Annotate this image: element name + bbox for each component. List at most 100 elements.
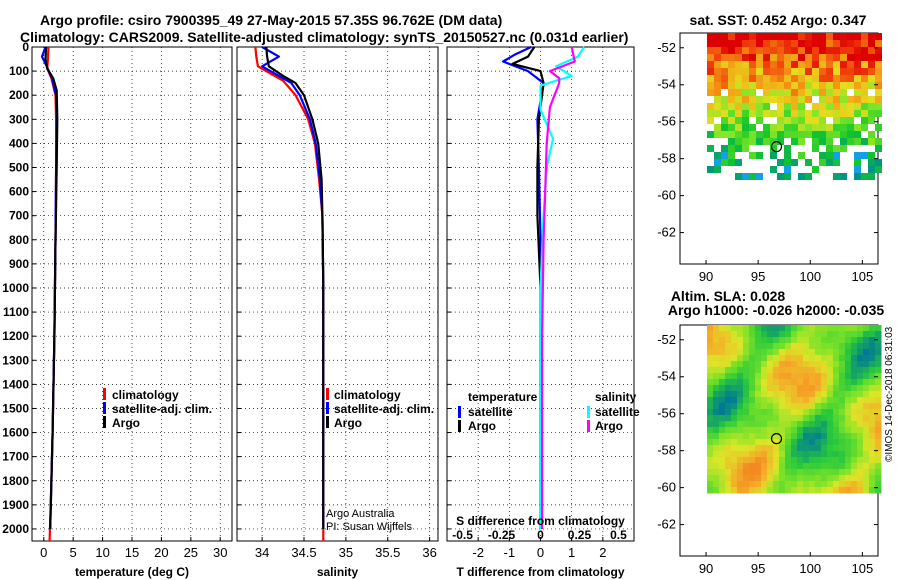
sla-cell: [833, 433, 840, 440]
sla-cell: [827, 445, 834, 452]
temperature-ytick-label: 400: [9, 136, 29, 150]
sla-cell: [785, 355, 792, 362]
sla-cell: [851, 415, 858, 422]
sst-cell: [826, 75, 833, 82]
temperature-ytick-label: 1700: [2, 450, 29, 464]
sla-cell: [845, 367, 852, 374]
sst-cell: [868, 33, 875, 40]
sst-cell: [777, 89, 784, 96]
sla-cell: [779, 409, 786, 416]
sst-cell: [714, 82, 721, 89]
sla-cell: [815, 379, 822, 386]
sla-cell: [863, 325, 870, 332]
sla-cell: [863, 403, 870, 410]
sst-cell: [826, 54, 833, 61]
sla-cell: [785, 481, 792, 488]
sla-cell: [755, 397, 762, 404]
sla-cell: [869, 385, 876, 392]
sla-cell: [869, 361, 876, 368]
sst-cell: [833, 103, 840, 110]
sla-cell: [869, 391, 876, 398]
sla-cell: [791, 403, 798, 410]
sla-cell: [851, 367, 858, 374]
sla-cell: [761, 409, 768, 416]
sla-cell: [725, 367, 732, 374]
sla-cell: [791, 337, 798, 344]
sla-cell: [815, 451, 822, 458]
sla-cell: [761, 487, 768, 494]
sla-cell: [803, 427, 810, 434]
sst-cell: [833, 40, 840, 47]
sst-cell: [861, 68, 868, 75]
sst_map-argo-marker: [770, 141, 783, 153]
sla-cell: [815, 331, 822, 338]
sst-cell: [854, 103, 861, 110]
sla-cell: [767, 415, 774, 422]
difference-legend-swatch: [458, 406, 461, 418]
sst-cell: [742, 89, 749, 96]
sla-cell: [797, 331, 804, 338]
sla-cell: [827, 385, 834, 392]
sla-cell: [707, 475, 714, 482]
sst-cell: [784, 40, 791, 47]
sst-cell: [735, 145, 742, 152]
sla-cell: [707, 415, 714, 422]
sla-cell: [797, 427, 804, 434]
sla-cell: [851, 397, 858, 404]
sla-cell: [815, 391, 822, 398]
sst-cell: [749, 103, 756, 110]
sla-cell: [857, 475, 864, 482]
sla-cell: [869, 481, 876, 488]
sst-cell: [805, 33, 812, 40]
sst-cell: [735, 131, 742, 138]
sla-cell: [713, 445, 720, 452]
difference-salinity-tick-label: -0.25: [488, 528, 516, 542]
sla-cell: [761, 427, 768, 434]
sla-cell: [857, 367, 864, 374]
sla-cell: [821, 457, 828, 464]
temperature-ytick-label: 1100: [3, 305, 29, 319]
sla-cell: [737, 373, 744, 380]
sla-cell: [743, 421, 750, 428]
sla-cell: [785, 349, 792, 356]
sst-cell: [875, 145, 882, 152]
sla-cell: [713, 439, 720, 446]
sst-cell: [798, 124, 805, 131]
sla-cell: [719, 463, 726, 470]
sla-cell: [833, 463, 840, 470]
sst-cell: [707, 89, 714, 96]
sst-cell: [707, 61, 714, 68]
sst-cell: [861, 96, 868, 103]
sst-cell: [707, 75, 714, 82]
sla-cell: [821, 403, 828, 410]
temperature-xtick-label: 10: [95, 545, 109, 560]
sst-cell: [840, 138, 847, 145]
sla-cell: [755, 403, 762, 410]
sla-map-title1: Altim. SLA: 0.028: [671, 288, 786, 304]
sla-cell: [863, 337, 870, 344]
sla-cell: [737, 337, 744, 344]
sst-cell: [714, 61, 721, 68]
sla-cell: [773, 343, 780, 350]
sla-cell: [743, 355, 750, 362]
sla-cell: [779, 445, 786, 452]
sla_map-xtick-label: 90: [699, 561, 713, 576]
sla-cell: [755, 379, 762, 386]
sst-cell: [728, 96, 735, 103]
sst-cell: [707, 110, 714, 117]
sla-cell: [761, 397, 768, 404]
sst-cell: [805, 173, 812, 180]
sst-cell: [714, 96, 721, 103]
sla-cell: [755, 361, 762, 368]
sla-cell: [737, 367, 744, 374]
sst-cell: [749, 61, 756, 68]
sla-cell: [719, 373, 726, 380]
sst-cell: [819, 110, 826, 117]
sla-cell: [827, 451, 834, 458]
sla-cell: [869, 433, 876, 440]
sla-cell: [725, 379, 732, 386]
sla-cell: [785, 475, 792, 482]
sla-cell: [773, 457, 780, 464]
sst-cell: [861, 117, 868, 124]
sla-cell: [725, 457, 732, 464]
